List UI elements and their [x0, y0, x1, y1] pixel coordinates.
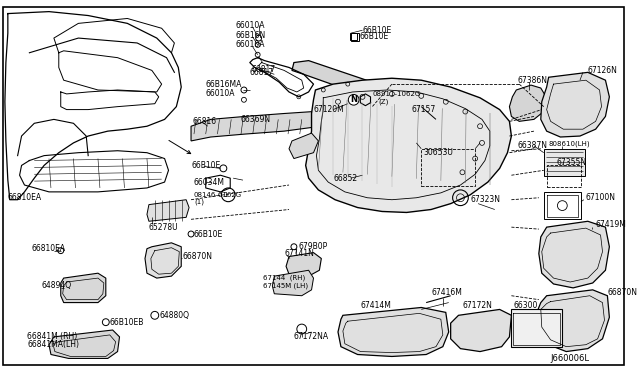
Text: J660006L: J660006L [550, 354, 589, 363]
Text: 66387N: 66387N [517, 141, 547, 150]
Text: 67141N: 67141N [284, 249, 314, 258]
Text: 67172N: 67172N [463, 301, 492, 310]
Text: 67172NA: 67172NA [294, 332, 329, 341]
Text: 679B0P: 679B0P [299, 242, 328, 251]
Polygon shape [338, 308, 449, 356]
Text: 67416M: 67416M [431, 288, 462, 297]
Polygon shape [539, 221, 609, 288]
Text: 66870N: 66870N [182, 252, 212, 261]
Text: 67120M: 67120M [314, 105, 344, 114]
Polygon shape [147, 200, 189, 221]
Text: 66810EA: 66810EA [31, 244, 65, 253]
Text: 66B10E: 66B10E [191, 161, 220, 170]
Text: 66B16MA: 66B16MA [205, 80, 242, 89]
Text: 66010A: 66010A [235, 41, 264, 49]
Text: 66B16N: 66B16N [235, 31, 266, 40]
Polygon shape [191, 112, 316, 141]
Text: 66B10E: 66B10E [360, 32, 388, 41]
Polygon shape [541, 73, 609, 137]
Text: 66B10E: 66B10E [194, 230, 223, 238]
Text: 67100N: 67100N [586, 193, 616, 202]
Text: 66816: 66816 [192, 117, 216, 126]
Bar [544, 149, 585, 176]
Polygon shape [451, 310, 511, 352]
Text: 67414M: 67414M [360, 301, 392, 310]
Text: 66010A: 66010A [205, 89, 236, 99]
Text: 67386N: 67386N [517, 76, 547, 85]
Text: 66870N: 66870N [607, 288, 637, 297]
Polygon shape [49, 330, 120, 359]
Text: 66010A: 66010A [235, 21, 264, 30]
Text: 30653U: 30653U [423, 148, 453, 157]
Polygon shape [292, 61, 436, 123]
Text: 1: 1 [223, 192, 228, 198]
Bar [511, 310, 563, 347]
Polygon shape [286, 253, 321, 276]
Bar [544, 192, 581, 219]
Text: (Z): (Z) [378, 99, 388, 105]
Text: (1): (1) [194, 198, 204, 205]
Text: 66369N: 66369N [240, 115, 270, 124]
Bar [547, 166, 581, 187]
Polygon shape [509, 85, 547, 121]
Text: 808610(LH): 808610(LH) [548, 141, 590, 147]
Polygon shape [61, 273, 106, 302]
Text: 67126N: 67126N [588, 66, 618, 75]
Text: 67323N: 67323N [470, 195, 500, 204]
Bar [351, 33, 358, 41]
Text: 66810EA: 66810EA [8, 193, 42, 202]
Text: 66841M (RH): 66841M (RH) [28, 332, 77, 341]
Polygon shape [145, 243, 181, 278]
Text: 66300: 66300 [513, 301, 538, 310]
Text: 66B10EB: 66B10EB [109, 318, 144, 327]
Text: 66841MA(LH): 66841MA(LH) [28, 340, 79, 349]
Text: 66B10E: 66B10E [362, 26, 392, 35]
Text: 66034M: 66034M [194, 177, 225, 187]
Polygon shape [273, 270, 314, 296]
Polygon shape [289, 133, 318, 158]
Text: 66817: 66817 [252, 65, 276, 74]
Text: 66852: 66852 [333, 174, 357, 183]
Bar [349, 33, 356, 40]
Bar [421, 149, 475, 186]
Text: 67157: 67157 [412, 105, 436, 114]
Polygon shape [392, 100, 412, 118]
Polygon shape [306, 78, 511, 212]
Text: 67145M (LH): 67145M (LH) [262, 283, 308, 289]
Polygon shape [537, 290, 609, 352]
Text: 67144  (RH): 67144 (RH) [262, 275, 305, 281]
Text: 67419M: 67419M [596, 220, 627, 229]
Text: 66817: 66817 [250, 68, 274, 77]
Text: 65278U: 65278U [149, 223, 179, 232]
Text: 08911-1062G: 08911-1062G [372, 91, 420, 97]
Text: 64880Q: 64880Q [160, 311, 189, 320]
Text: 67355N: 67355N [556, 158, 587, 167]
Text: N: N [350, 95, 357, 104]
Text: 08146-6162G: 08146-6162G [194, 192, 242, 198]
Text: 64894Q: 64894Q [41, 282, 71, 291]
